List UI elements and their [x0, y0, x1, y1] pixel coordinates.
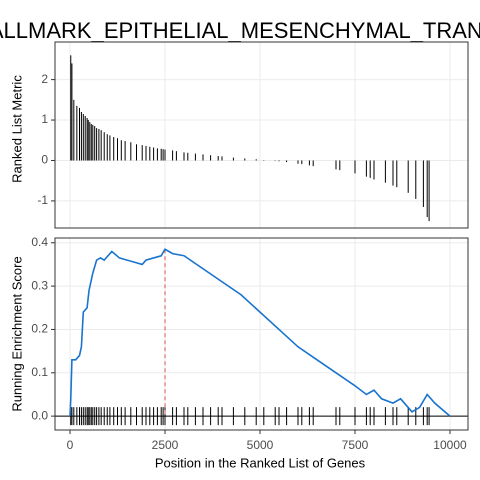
panel-background: [55, 238, 468, 430]
enrichment-line: [69, 248, 451, 417]
panel-border: [54, 41, 469, 229]
y-tick-label: 0.2: [31, 322, 48, 336]
y-axis-label: Ranked List Metric: [9, 75, 24, 183]
x-tick-label: 5000: [247, 438, 274, 452]
chart-title: HALLMARK_EPITHELIAL_MESENCHYMAL_TRANSITI…: [0, 18, 480, 43]
x-tick-label: 7500: [342, 438, 369, 452]
y-axis-label: Running Enrichment Score: [9, 256, 24, 411]
panel-background: [55, 42, 468, 228]
y-tick-label: 2: [41, 72, 48, 86]
y-tick-label: 0.0: [31, 408, 48, 422]
y-tick-label: 0.3: [31, 278, 48, 292]
y-tick-label: -1: [37, 193, 48, 207]
y-tick-label: 0: [41, 153, 48, 167]
x-tick-label: 2500: [152, 438, 179, 452]
y-tick-label: 0.1: [31, 365, 48, 379]
panel-border: [54, 237, 469, 431]
x-tick-label: 0: [67, 438, 74, 452]
x-axis-label: Position in the Ranked List of Genes: [155, 455, 366, 470]
x-tick-label: 10000: [433, 438, 467, 452]
y-tick-label: 0.4: [31, 235, 48, 249]
y-tick-label: 1: [41, 112, 48, 126]
